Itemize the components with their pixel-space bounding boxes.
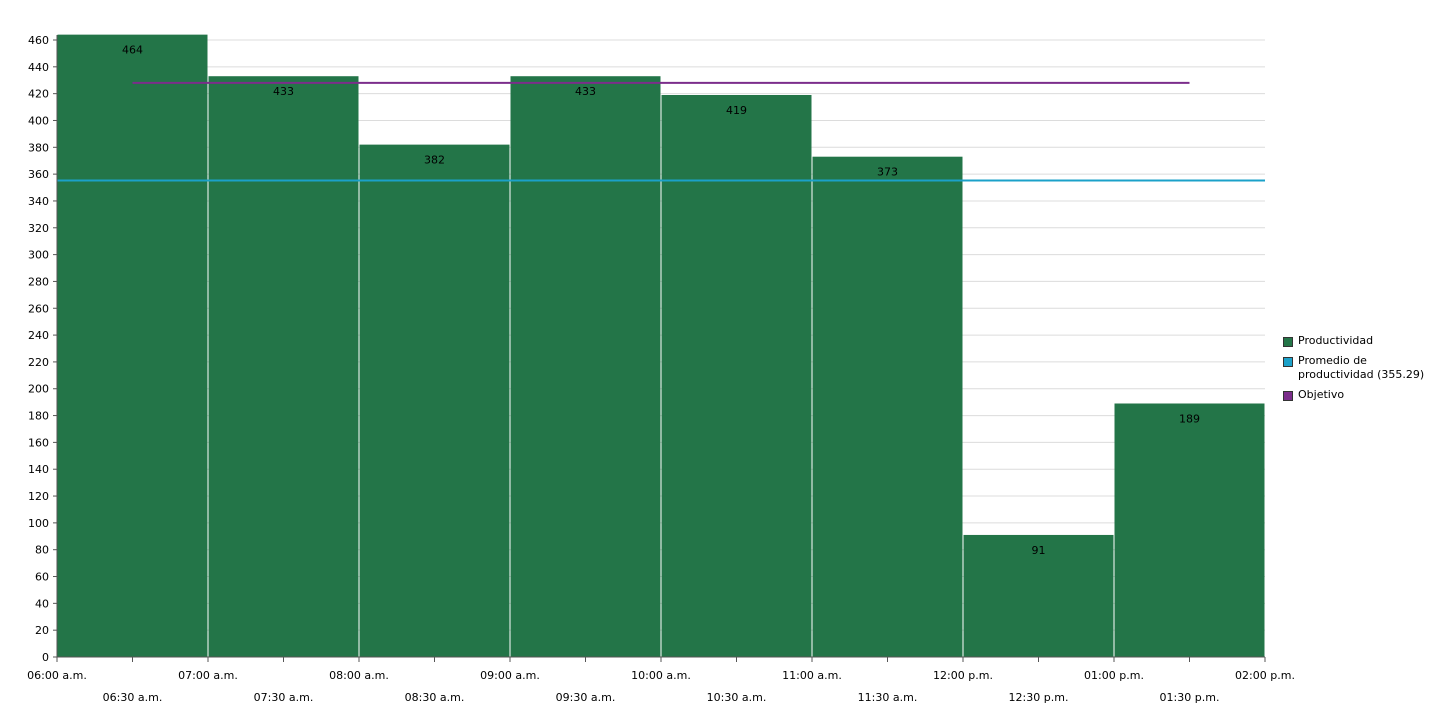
y-tick-label: 460 xyxy=(28,34,49,47)
y-tick-label: 300 xyxy=(28,249,49,262)
x-minor-tick-label: 11:30 a.m. xyxy=(858,691,918,704)
x-minor-tick-label: 10:30 a.m. xyxy=(707,691,767,704)
x-tick-label: 01:00 p.m. xyxy=(1084,669,1144,682)
bar-value-label: 189 xyxy=(1179,412,1200,425)
y-tick-label: 400 xyxy=(28,114,49,127)
y-tick-label: 40 xyxy=(35,597,49,610)
legend-label: Productividad xyxy=(1298,334,1374,347)
x-tick-label: 07:00 a.m. xyxy=(178,669,238,682)
bar xyxy=(359,144,510,658)
x-minor-tick-label: 06:30 a.m. xyxy=(103,691,163,704)
x-minor-tick-label: 09:30 a.m. xyxy=(556,691,616,704)
bar xyxy=(510,76,661,658)
legend-swatch xyxy=(1283,357,1293,367)
bar-value-label: 91 xyxy=(1032,544,1046,557)
bar xyxy=(208,76,359,658)
y-tick-label: 360 xyxy=(28,168,49,181)
bar xyxy=(1114,403,1265,657)
x-tick-label: 02:00 p.m. xyxy=(1235,669,1295,682)
legend-swatch xyxy=(1283,337,1293,347)
legend-item: Objetivo xyxy=(1283,388,1428,402)
bar-value-label: 382 xyxy=(424,154,445,167)
bar-value-label: 373 xyxy=(877,166,898,179)
y-tick-label: 160 xyxy=(28,436,49,449)
y-tick-label: 320 xyxy=(28,222,49,235)
bar-value-label: 464 xyxy=(122,44,143,57)
bar xyxy=(812,156,963,657)
x-tick-label: 06:00 a.m. xyxy=(27,669,87,682)
y-tick-label: 100 xyxy=(28,517,49,530)
bar xyxy=(963,534,1114,657)
x-tick-label: 11:00 a.m. xyxy=(782,669,842,682)
y-tick-label: 140 xyxy=(28,463,49,476)
x-minor-tick-label: 12:30 p.m. xyxy=(1009,691,1069,704)
legend-item: Productividad xyxy=(1283,334,1428,348)
bar-value-label: 433 xyxy=(575,85,596,98)
legend-item: Promedio de productividad (355.29) xyxy=(1283,354,1428,382)
x-tick-label: 12:00 p.m. xyxy=(933,669,993,682)
y-tick-label: 20 xyxy=(35,624,49,637)
y-tick-label: 220 xyxy=(28,356,49,369)
y-tick-label: 80 xyxy=(35,544,49,557)
y-tick-label: 200 xyxy=(28,383,49,396)
x-tick-label: 09:00 a.m. xyxy=(480,669,540,682)
y-tick-label: 0 xyxy=(42,651,49,664)
bar xyxy=(57,34,208,658)
y-tick-label: 60 xyxy=(35,571,49,584)
chart-legend: Productividad Promedio de productividad (… xyxy=(1283,334,1428,408)
y-tick-label: 340 xyxy=(28,195,49,208)
bar-value-label: 419 xyxy=(726,104,747,117)
y-tick-label: 420 xyxy=(28,88,49,101)
x-minor-tick-label: 08:30 a.m. xyxy=(405,691,465,704)
x-tick-label: 08:00 a.m. xyxy=(329,669,389,682)
legend-label: Promedio de productividad (355.29) xyxy=(1298,354,1425,381)
y-tick-label: 380 xyxy=(28,141,49,154)
y-tick-label: 440 xyxy=(28,61,49,74)
y-tick-label: 260 xyxy=(28,302,49,315)
x-tick-label: 10:00 a.m. xyxy=(631,669,691,682)
legend-label: Objetivo xyxy=(1298,388,1345,401)
x-minor-tick-label: 01:30 p.m. xyxy=(1160,691,1220,704)
y-tick-label: 180 xyxy=(28,410,49,423)
bar-value-label: 433 xyxy=(273,85,294,98)
y-tick-label: 120 xyxy=(28,490,49,503)
y-tick-label: 240 xyxy=(28,329,49,342)
x-minor-tick-label: 07:30 a.m. xyxy=(254,691,314,704)
y-tick-label: 280 xyxy=(28,275,49,288)
bar xyxy=(661,94,812,658)
legend-swatch xyxy=(1283,391,1293,401)
